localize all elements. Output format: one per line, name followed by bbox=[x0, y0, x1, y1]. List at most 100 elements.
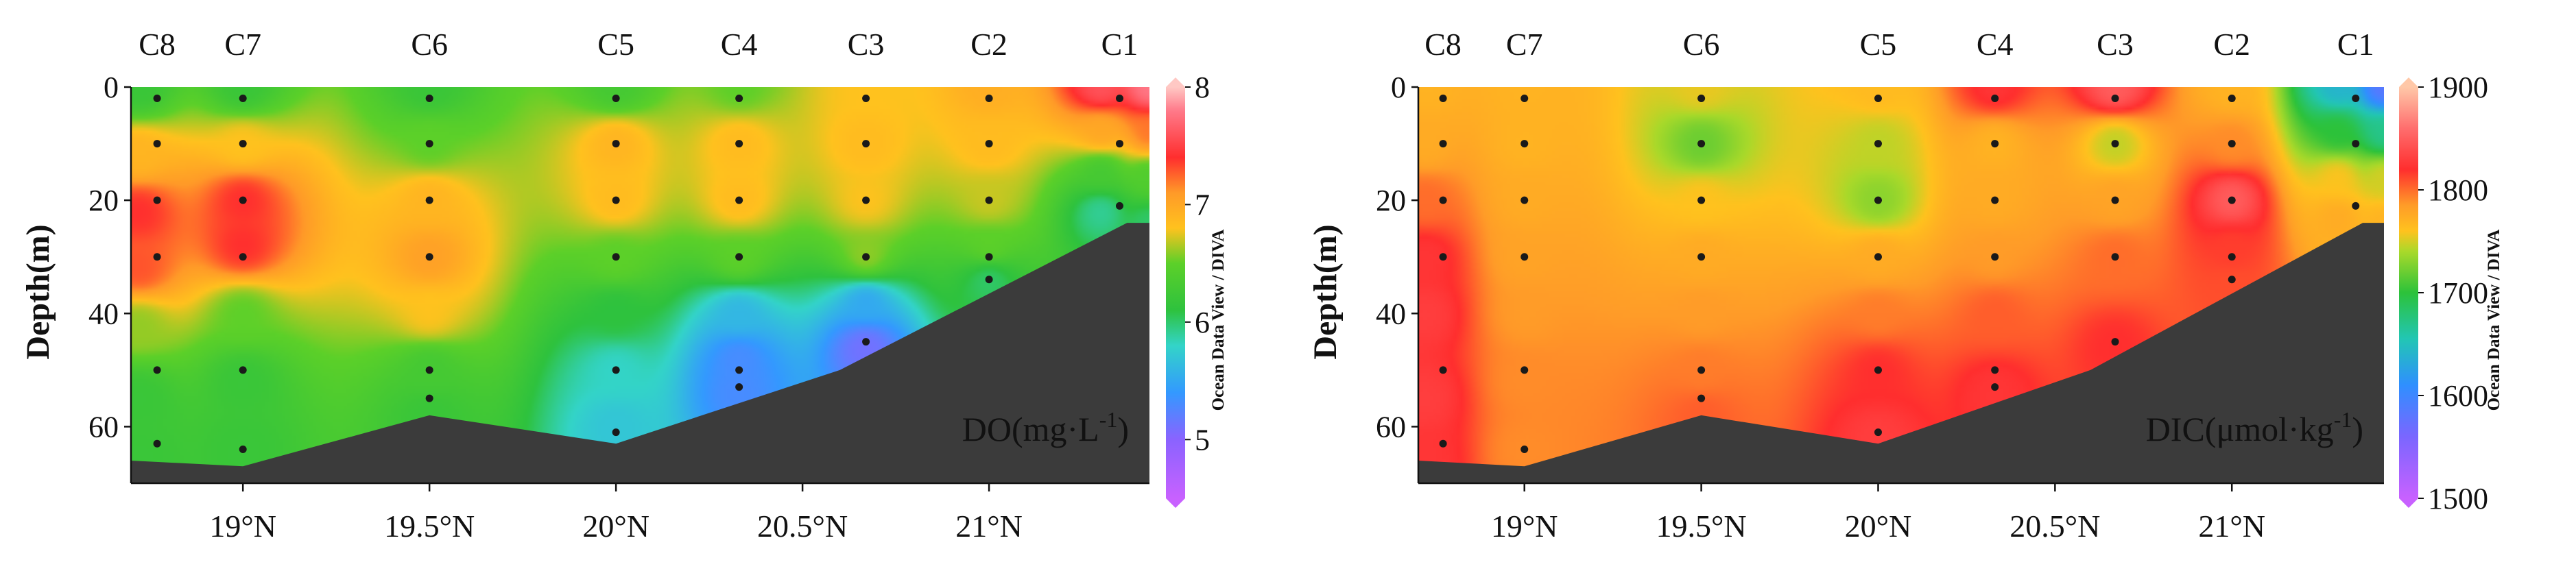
colorbar-top-cap bbox=[1166, 77, 1185, 87]
sample-point bbox=[1115, 95, 1123, 103]
sample-point bbox=[1697, 95, 1706, 103]
sample-point bbox=[1991, 95, 1999, 103]
y-tick-label: 60 bbox=[88, 410, 119, 443]
sample-point bbox=[862, 196, 870, 204]
sample-point bbox=[1874, 253, 1882, 261]
sample-point bbox=[985, 140, 993, 148]
station-label: C7 bbox=[224, 27, 261, 62]
y-tick-label: 20 bbox=[88, 184, 119, 217]
sample-point bbox=[2228, 276, 2236, 284]
sample-point bbox=[2111, 140, 2119, 148]
variable-label-main: DIC(μmol·kg bbox=[2146, 410, 2334, 448]
sample-point bbox=[2352, 202, 2360, 210]
x-tick-label: 21°N bbox=[2198, 509, 2265, 544]
variable-label: DO(mg·L-1) bbox=[962, 407, 1129, 448]
x-tick-label: 21°N bbox=[955, 509, 1023, 544]
colorbar bbox=[1166, 87, 1185, 498]
sample-point bbox=[1520, 95, 1529, 103]
colorbar-tick-label: 6 bbox=[1195, 306, 1210, 339]
sample-point bbox=[735, 366, 743, 374]
x-tick-label: 19.5°N bbox=[384, 509, 475, 544]
station-label: C2 bbox=[970, 27, 1007, 62]
sample-point bbox=[735, 95, 743, 103]
colorbar-caption: Ocean Data View / DIVA bbox=[1209, 230, 1228, 411]
x-tick-label: 20°N bbox=[1845, 509, 1912, 544]
sample-point bbox=[153, 95, 161, 103]
sample-point bbox=[735, 253, 743, 261]
station-label: C5 bbox=[597, 27, 634, 62]
station-label: C8 bbox=[1424, 27, 1462, 62]
variable-label-main: DO(mg·L bbox=[962, 410, 1099, 448]
station-label: C4 bbox=[721, 27, 758, 62]
sample-point bbox=[153, 196, 161, 204]
colorbar-tick-label: 5 bbox=[1195, 423, 1210, 457]
sample-point bbox=[2111, 253, 2119, 261]
sample-point bbox=[862, 95, 870, 103]
y-tick-label: 20 bbox=[1376, 184, 1406, 217]
sample-point bbox=[862, 140, 870, 148]
station-label: C4 bbox=[1977, 27, 2014, 62]
sample-point bbox=[1520, 445, 1529, 453]
colorbar-tick-label: 1600 bbox=[2428, 379, 2488, 413]
sample-point bbox=[153, 439, 161, 448]
sample-point bbox=[1991, 383, 1999, 391]
colorbar-bottom-cap bbox=[1166, 498, 1185, 508]
sample-point bbox=[1439, 253, 1447, 261]
colorbar-bottom-cap bbox=[2399, 498, 2418, 508]
sample-point bbox=[1991, 253, 1999, 261]
sample-point bbox=[612, 366, 620, 374]
y-tick-label: 0 bbox=[1391, 71, 1406, 104]
station-label: C5 bbox=[1860, 27, 1897, 62]
sample-point bbox=[1874, 95, 1882, 103]
colorbar-tick-label: 1500 bbox=[2428, 482, 2488, 515]
station-label: C1 bbox=[2337, 27, 2374, 62]
sample-point bbox=[2111, 196, 2119, 204]
sample-point bbox=[985, 276, 993, 284]
sample-point bbox=[1439, 439, 1447, 448]
sample-point bbox=[612, 428, 620, 437]
sample-point bbox=[1697, 366, 1706, 374]
variable-label-close: ) bbox=[2352, 410, 2363, 448]
x-tick-label: 19°N bbox=[209, 509, 276, 544]
station-label: C7 bbox=[1506, 27, 1543, 62]
sample-point bbox=[153, 140, 161, 148]
sample-point bbox=[612, 196, 620, 204]
sample-point bbox=[1697, 253, 1706, 261]
sample-point bbox=[239, 95, 247, 103]
sample-point bbox=[1991, 140, 1999, 148]
station-label: C6 bbox=[411, 27, 448, 62]
colorbar-top-cap bbox=[2399, 77, 2418, 87]
sample-point bbox=[612, 140, 620, 148]
x-tick-label: 19°N bbox=[1491, 509, 1558, 544]
colorbar-caption: Ocean Data View / DIVA bbox=[2485, 230, 2503, 411]
y-axis-title: Depth(m) bbox=[1307, 224, 1344, 359]
station-label: C2 bbox=[2213, 27, 2250, 62]
x-tick-label: 19.5°N bbox=[1656, 509, 1747, 544]
sample-point bbox=[425, 366, 433, 374]
sample-point bbox=[1520, 196, 1529, 204]
colorbar-tick-label: 1700 bbox=[2428, 276, 2488, 310]
y-tick-label: 40 bbox=[1376, 297, 1406, 330]
sample-point bbox=[862, 253, 870, 261]
sample-point bbox=[425, 253, 433, 261]
sample-point bbox=[239, 253, 247, 261]
sample-point bbox=[1439, 95, 1447, 103]
sample-point bbox=[1874, 428, 1882, 437]
sample-point bbox=[1520, 366, 1529, 374]
colorbar-tick-label: 8 bbox=[1195, 71, 1210, 104]
sample-point bbox=[1991, 196, 1999, 204]
sample-point bbox=[1697, 394, 1706, 402]
sample-point bbox=[612, 95, 620, 103]
variable-label-superscript: -1 bbox=[1099, 407, 1118, 432]
sample-point bbox=[735, 140, 743, 148]
y-axis-title: Depth(m) bbox=[20, 224, 56, 359]
sample-point bbox=[1439, 366, 1447, 374]
sample-point bbox=[1115, 140, 1123, 148]
x-tick-label: 20.5°N bbox=[2009, 509, 2100, 544]
y-tick-label: 60 bbox=[1376, 410, 1406, 443]
colorbar-tick-label: 1900 bbox=[2428, 71, 2488, 104]
station-label: C8 bbox=[139, 27, 176, 62]
colorbar-tick-label: 1800 bbox=[2428, 173, 2488, 207]
sample-point bbox=[2352, 95, 2360, 103]
